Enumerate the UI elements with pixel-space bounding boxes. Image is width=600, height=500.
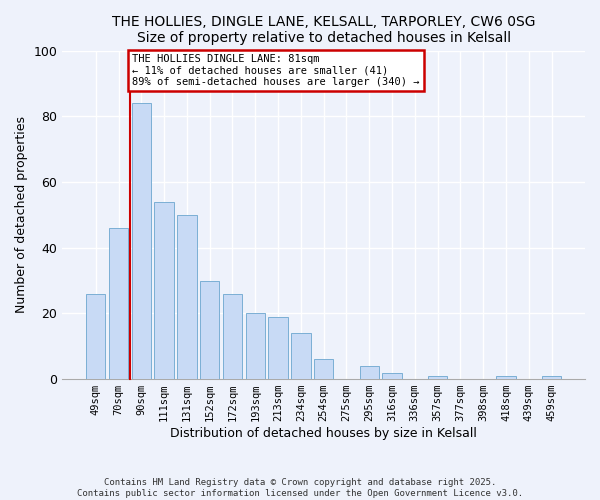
X-axis label: Distribution of detached houses by size in Kelsall: Distribution of detached houses by size …: [170, 427, 477, 440]
Bar: [382, 372, 402, 379]
Bar: [200, 280, 220, 379]
Bar: [291, 333, 311, 379]
Bar: [177, 215, 197, 379]
Bar: [245, 314, 265, 379]
Bar: [314, 360, 334, 379]
Text: THE HOLLIES DINGLE LANE: 81sqm
← 11% of detached houses are smaller (41)
89% of : THE HOLLIES DINGLE LANE: 81sqm ← 11% of …: [132, 54, 420, 87]
Y-axis label: Number of detached properties: Number of detached properties: [15, 116, 28, 314]
Bar: [154, 202, 174, 379]
Bar: [359, 366, 379, 379]
Bar: [223, 294, 242, 379]
Text: Contains HM Land Registry data © Crown copyright and database right 2025.
Contai: Contains HM Land Registry data © Crown c…: [77, 478, 523, 498]
Bar: [428, 376, 447, 379]
Bar: [131, 103, 151, 379]
Bar: [86, 294, 106, 379]
Bar: [109, 228, 128, 379]
Bar: [542, 376, 561, 379]
Title: THE HOLLIES, DINGLE LANE, KELSALL, TARPORLEY, CW6 0SG
Size of property relative : THE HOLLIES, DINGLE LANE, KELSALL, TARPO…: [112, 15, 535, 45]
Bar: [268, 316, 288, 379]
Bar: [496, 376, 515, 379]
